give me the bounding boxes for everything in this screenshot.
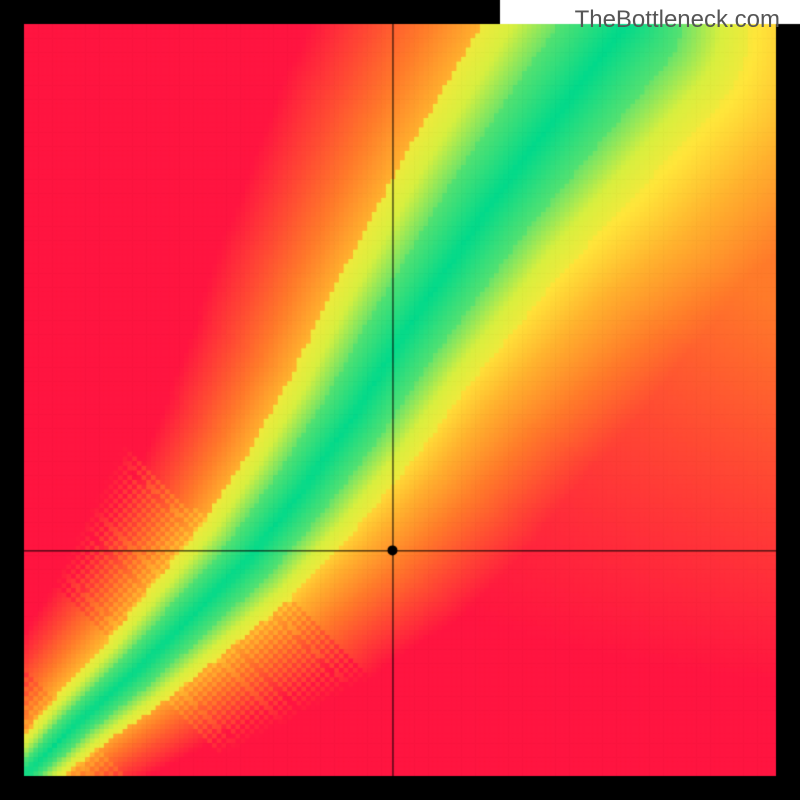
watermark-text: TheBottleneck.com — [575, 6, 780, 34]
bottleneck-heatmap — [0, 0, 800, 800]
